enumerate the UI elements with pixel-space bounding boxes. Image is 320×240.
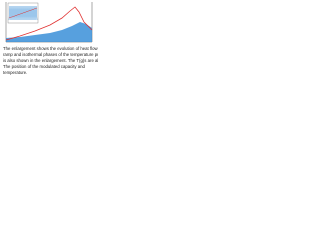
inset-oscillation — [8, 5, 38, 21]
figure — [0, 0, 100, 46]
caption-line: The enlargement shows the evolution of h… — [3, 46, 98, 51]
temperature-curve — [5, 6, 93, 41]
caption: The enlargement shows the evolution of h… — [3, 46, 98, 76]
caption-line: is also shown in the enlargement. The T(… — [3, 58, 98, 63]
inset-temperature — [8, 7, 38, 19]
caption-line: ramp and isothermal phases of the temper… — [3, 52, 98, 57]
heat-flow-area — [6, 22, 92, 42]
caption-line: temperature. — [3, 70, 28, 75]
page: {"figure": {"caption": [ "The enlargemen… — [0, 0, 100, 79]
caption-line: The position of the modulated capacity a… — [3, 64, 85, 69]
